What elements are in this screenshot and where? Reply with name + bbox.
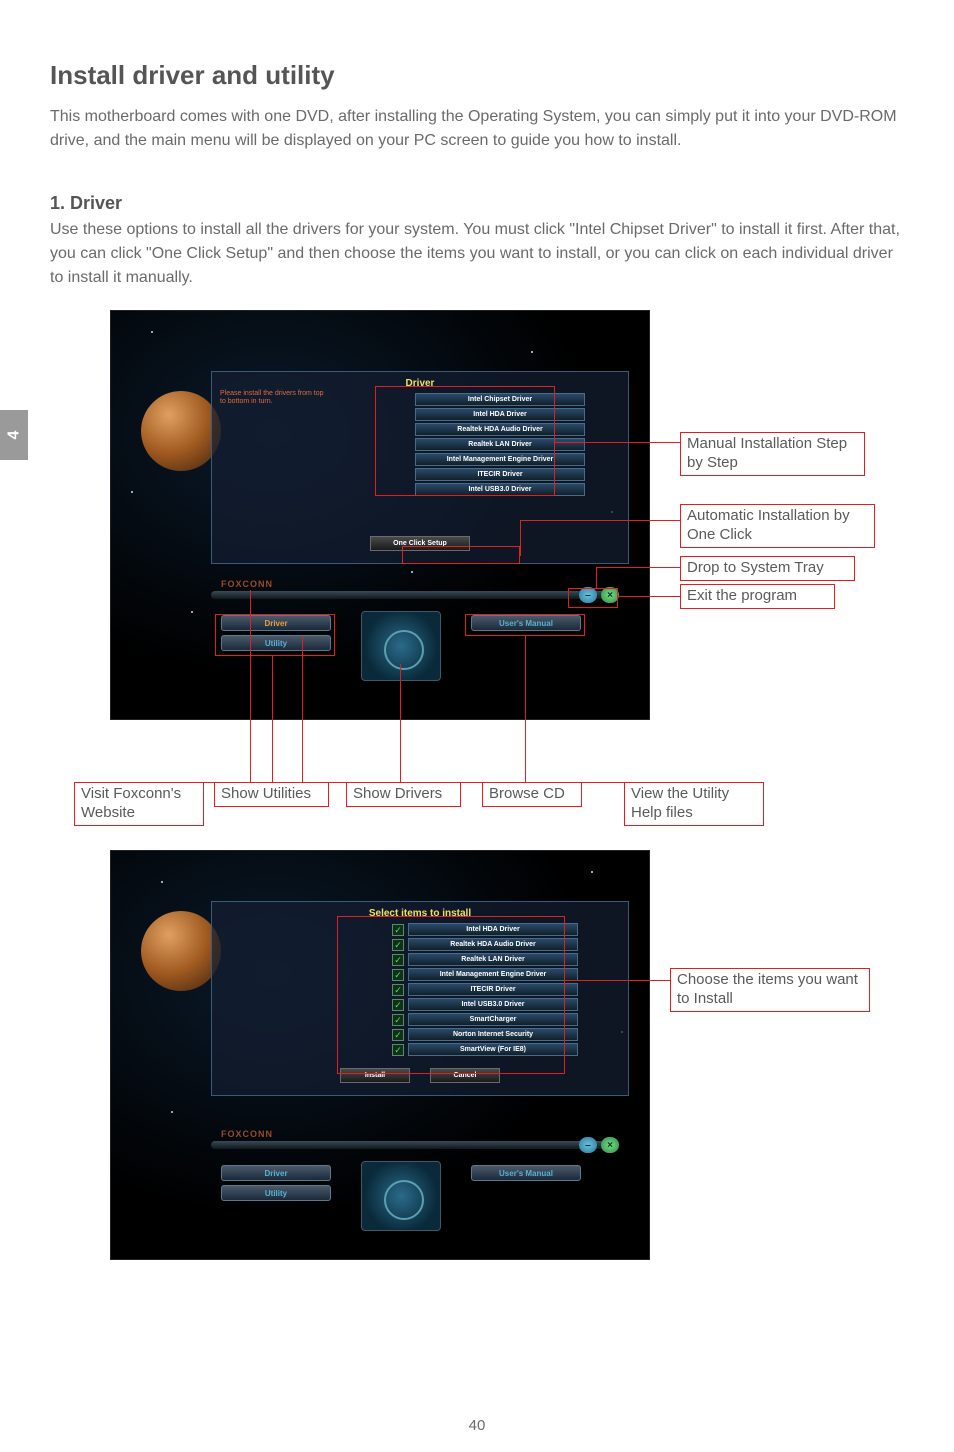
- callout-visit-website: Visit Foxconn's Website: [74, 782, 204, 826]
- brand-logo[interactable]: FOXCONN: [221, 579, 273, 589]
- callout-view-help: View the Utility Help files: [624, 782, 764, 826]
- highlight-tabs: [215, 614, 335, 656]
- highlight-tray-buttons: [568, 588, 618, 608]
- planet-graphic: [141, 391, 221, 471]
- install-hint: Please install the drivers from top to b…: [220, 390, 330, 407]
- highlight-manual: [465, 614, 585, 636]
- utility-tab[interactable]: Utility: [221, 1185, 331, 1201]
- section-title: 1. Driver: [50, 193, 904, 214]
- driver-menu-screenshot: Driver Please install the drivers from t…: [110, 310, 650, 720]
- callout-drop-tray: Drop to System Tray: [680, 556, 855, 581]
- browse-cd-disc[interactable]: [361, 1161, 441, 1231]
- callout-manual-install: Manual Installation Step by Step: [680, 432, 865, 476]
- browse-cd-disc[interactable]: [361, 611, 441, 681]
- intro-text: This motherboard comes with one DVD, aft…: [50, 105, 904, 153]
- chapter-tab: 4: [0, 410, 28, 460]
- callout-auto-install: Automatic Installation by One Click: [680, 504, 875, 548]
- highlight-driver-list: [375, 386, 555, 496]
- callout-exit: Exit the program: [680, 584, 835, 609]
- users-manual-tab[interactable]: User's Manual: [471, 1165, 581, 1181]
- driver-tab[interactable]: Driver: [221, 1165, 331, 1181]
- callout-show-drivers: Show Drivers: [346, 782, 461, 807]
- minimize-button[interactable]: –: [579, 1137, 597, 1153]
- planet-graphic: [141, 911, 221, 991]
- brand-logo[interactable]: FOXCONN: [221, 1129, 273, 1139]
- callout-show-utilities: Show Utilities: [214, 782, 329, 807]
- section-body: Use these options to install all the dri…: [50, 218, 904, 290]
- callout-browse-cd: Browse CD: [482, 782, 582, 807]
- close-button[interactable]: ×: [601, 1137, 619, 1153]
- page-title: Install driver and utility: [50, 60, 904, 91]
- callout-choose-items: Choose the items you want to Install: [670, 968, 870, 1012]
- highlight-one-click: [402, 546, 520, 564]
- page-number: 40: [0, 1417, 954, 1434]
- bottom-bar: FOXCONN – × Driver Utility User's Manual: [121, 581, 639, 691]
- highlight-select-items: [337, 916, 565, 1074]
- bottom-bar: FOXCONN – × Driver Utility User's Manual: [121, 1131, 639, 1241]
